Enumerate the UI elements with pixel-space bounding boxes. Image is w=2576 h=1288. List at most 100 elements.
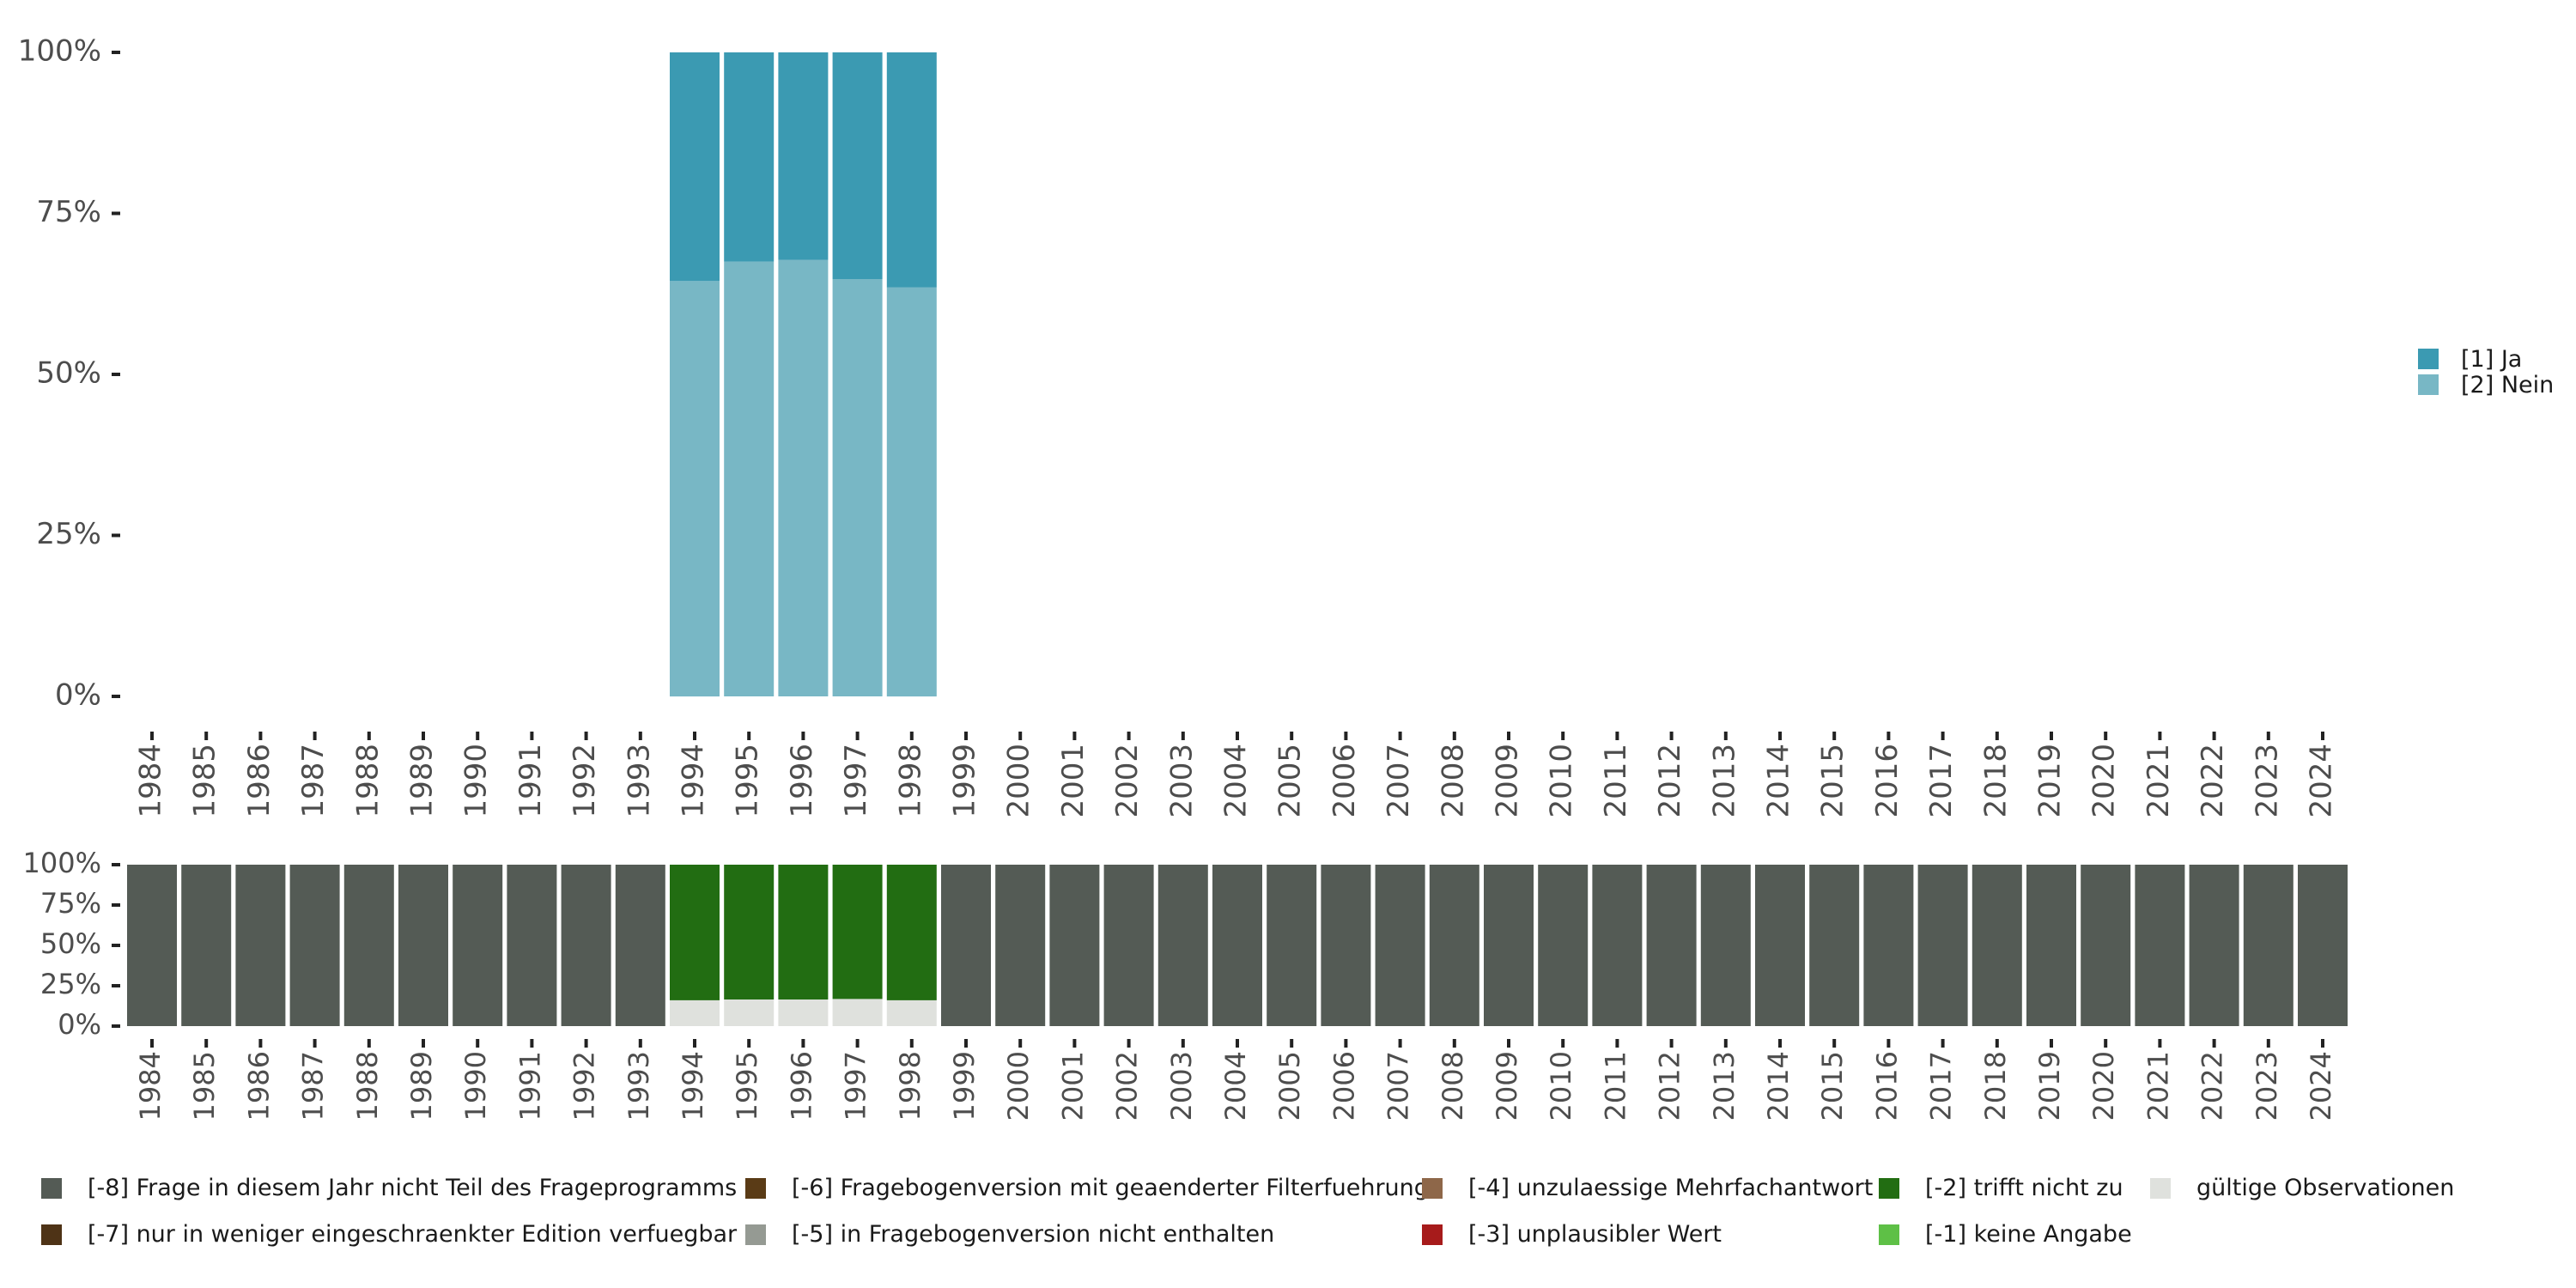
legend-swatch xyxy=(1422,1177,1443,1199)
x-tick-label: 2018 xyxy=(1978,744,2013,818)
bar-segment xyxy=(1538,865,1589,1026)
x-tick-label: 2010 xyxy=(1545,1051,1577,1121)
bar-segment xyxy=(1157,865,1208,1026)
bar-segment xyxy=(778,999,829,1026)
y-tick-label: 50% xyxy=(40,927,101,960)
x-tick-label: 2005 xyxy=(1273,1051,1306,1121)
x-tick-label: 2008 xyxy=(1437,1051,1469,1121)
bar-segment xyxy=(398,865,448,1026)
y-tick-label: 25% xyxy=(40,968,101,1000)
x-tick-label: 2023 xyxy=(2250,744,2284,818)
x-tick-label: 1985 xyxy=(188,1051,221,1121)
bar-segment xyxy=(778,52,829,260)
legend-swatch xyxy=(2418,349,2439,369)
legend-swatch xyxy=(1879,1177,1899,1199)
x-tick-label: 1996 xyxy=(785,1051,817,1121)
x-tick-label: 2006 xyxy=(1327,1051,1360,1121)
x-tick-label: 2006 xyxy=(1327,744,1362,818)
legend-swatch xyxy=(2418,374,2439,395)
bar-segment xyxy=(1646,865,1697,1026)
bar-segment xyxy=(670,52,720,282)
x-tick-label: 1994 xyxy=(677,744,711,818)
legend-label: [1] Ja xyxy=(2461,345,2523,373)
bar-segment xyxy=(343,865,394,1026)
legend-item-minus4: [-4] unzulaessige Mehrfachantwort xyxy=(1422,1175,1873,1201)
legend-swatch xyxy=(41,1224,62,1245)
bar-segment xyxy=(1375,865,1425,1026)
legend-item-minus7: [-7] nur in weniger eingeschraenkter Edi… xyxy=(41,1221,737,1248)
x-tick-label: 2012 xyxy=(1653,744,1687,818)
x-tick-label: 1998 xyxy=(893,744,927,818)
x-tick-label: 2002 xyxy=(1110,744,1145,818)
y-tick-label: 0% xyxy=(55,678,101,713)
x-tick-label: 1997 xyxy=(840,1051,872,1121)
legend-label: [-5] in Fragebogenversion nicht enthalte… xyxy=(792,1221,1275,1248)
x-tick-label: 2013 xyxy=(1707,744,1741,818)
bar-segment xyxy=(453,865,503,1026)
bar-segment xyxy=(1484,865,1534,1026)
x-tick-label: 2012 xyxy=(1654,1051,1686,1121)
y-tick-label: 100% xyxy=(23,847,101,879)
bar-segment xyxy=(1267,865,1317,1026)
bottom-chart-panel: 1984 1985 1986 1987 1988 1989 1990 1991 1992 1993… xyxy=(23,847,2348,1121)
x-tick-label: 1999 xyxy=(948,1051,981,1121)
x-tick-label: 1986 xyxy=(242,744,276,818)
x-tick-label: 1988 xyxy=(351,1051,384,1121)
bar-segment xyxy=(832,999,883,1026)
x-tick-label: 2016 xyxy=(1870,744,1905,818)
y-tick-label: 75% xyxy=(36,195,101,229)
bar-segment xyxy=(561,865,611,1026)
x-tick-label: 1989 xyxy=(405,1051,438,1121)
x-tick-label: 1996 xyxy=(785,744,819,818)
x-tick-label: 2010 xyxy=(1545,744,1579,818)
x-tick-label: 1984 xyxy=(134,1051,167,1121)
bar-segment xyxy=(886,999,937,1026)
bar-segment xyxy=(941,865,991,1026)
bar-segment xyxy=(507,865,557,1026)
x-tick-label: 2014 xyxy=(1762,744,1796,818)
bar-segment xyxy=(995,865,1046,1026)
x-tick-label: 1989 xyxy=(405,744,440,818)
x-tick-label: 2022 xyxy=(2196,744,2230,818)
x-tick-label: 2021 xyxy=(2142,744,2176,818)
x-tick-label: 2017 xyxy=(1924,744,1959,818)
x-tick-label: 1987 xyxy=(297,1051,330,1121)
bar-segment xyxy=(724,865,775,999)
bar-segment xyxy=(832,865,883,999)
legend-label: [-2] trifft nicht zu xyxy=(1925,1175,2123,1201)
x-tick-label: 2009 xyxy=(1491,744,1525,818)
legend-swatch xyxy=(2150,1177,2171,1199)
x-tick-label: 2004 xyxy=(1219,744,1254,818)
x-tick-label: 1999 xyxy=(948,744,982,818)
bar-segment xyxy=(1212,865,1262,1026)
bar-segment xyxy=(778,865,829,999)
right-legend: [1] Ja [2] Nein xyxy=(2418,346,2554,398)
legend-swatch xyxy=(41,1177,62,1199)
legend-label: [-4] unzulaessige Mehrfachantwort xyxy=(1468,1175,1874,1201)
x-tick-label: 1992 xyxy=(568,1051,601,1121)
bar-segment xyxy=(1321,865,1371,1026)
bar-segment xyxy=(724,261,775,696)
legend-item-ja: [1] Ja xyxy=(2418,345,2554,373)
legend-swatch xyxy=(745,1177,766,1199)
bar-segment xyxy=(2081,865,2131,1026)
x-tick-label: 2016 xyxy=(1870,1051,1903,1121)
bar-segment xyxy=(235,865,286,1026)
bar-segment xyxy=(1863,865,1914,1026)
x-tick-label: 2011 xyxy=(1599,744,1633,818)
legend-item-minus3: [-3] unplausibler Wert xyxy=(1422,1221,1722,1248)
legend-swatch xyxy=(745,1224,766,1245)
bar-segment xyxy=(2298,865,2348,1026)
y-tick-label: 0% xyxy=(58,1008,101,1041)
legend-item-minus8: [-8] Frage in diesem Jahr nicht Teil des… xyxy=(41,1175,737,1201)
x-tick-label: 2019 xyxy=(2033,1051,2066,1121)
bar-segment xyxy=(1429,865,1479,1026)
bar-segment xyxy=(289,865,340,1026)
x-tick-label: 2007 xyxy=(1382,1051,1415,1121)
bar-segment xyxy=(127,865,177,1026)
bar-segment xyxy=(670,281,720,697)
x-tick-label: 2013 xyxy=(1708,1051,1741,1121)
x-tick-label: 2023 xyxy=(2251,1051,2283,1121)
x-tick-label: 2005 xyxy=(1273,744,1308,818)
